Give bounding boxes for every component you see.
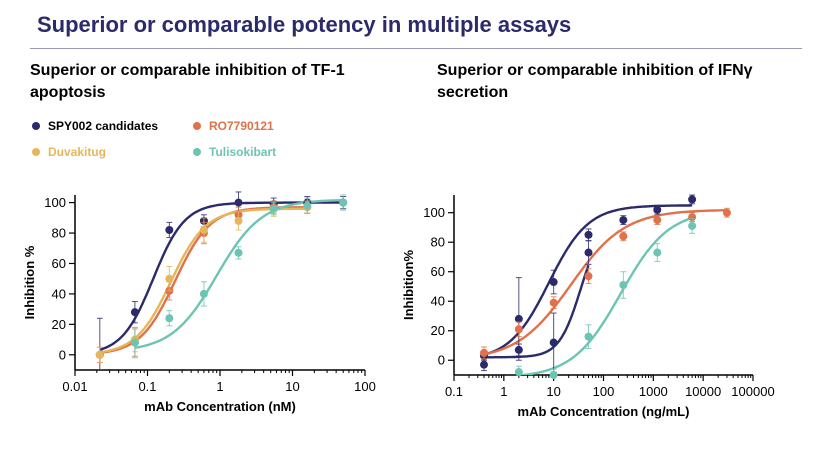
ifng-point-tulisokibart	[514, 368, 523, 377]
ifng-point-ro7790121	[619, 232, 628, 241]
ifng-point-tulisokibart	[584, 332, 593, 341]
tf1-y-tick-label: 40	[52, 286, 66, 301]
tf1-point-tulisokibart	[339, 198, 348, 207]
legend-marker-tulisokibart	[193, 148, 201, 156]
ifng-point-tulisokibart	[619, 281, 628, 289]
legend-label-duvakitug: Duvakitug	[48, 145, 107, 159]
ifng-point-ro7790121	[584, 272, 593, 281]
ifng-x-tick-label: 10000	[685, 384, 721, 399]
ifng-y-tick-label: 40	[431, 294, 445, 309]
tf1-point-tulisokibart	[165, 314, 174, 323]
tf1-x-tick-label: 0.1	[138, 379, 156, 394]
tf1-point-tulisokibart	[234, 248, 243, 257]
tf1-y-axis-label: Inhibition %	[22, 245, 37, 319]
ifng-y-tick-label: 60	[431, 264, 445, 279]
ifng-x-tick-label: 100000	[731, 384, 774, 399]
legend-marker-ro7790121	[193, 122, 201, 130]
tf1-y-tick-label: 20	[52, 317, 66, 332]
ifng-point-tulisokibart	[688, 221, 697, 230]
tf1-point-duvakitug	[199, 226, 208, 234]
ifng-fit-curve-spy002-candidates-b	[484, 264, 590, 359]
tf1-x-tick-label: 1	[216, 379, 223, 394]
tf1-point-spy002-candidates	[130, 308, 139, 317]
ifng-point-ro7790121	[722, 208, 731, 217]
legend-item-spy002: SPY002 candidates	[32, 119, 158, 133]
tf1-point-tulisokibart	[199, 289, 208, 298]
legend-marker-duvakitug	[32, 148, 40, 156]
tf1-point-tulisokibart	[303, 201, 312, 210]
ifng-x-tick-label: 10	[546, 384, 560, 399]
ifng-fit-curve-tulisokibart	[518, 216, 693, 375]
ifng-y-tick-label: 0	[438, 353, 445, 368]
tf1-y-tick-label: 0	[59, 347, 66, 362]
ifng-point-spy002-candidates-a	[584, 230, 593, 239]
ifng-point-spy002-candidates-a	[514, 314, 523, 323]
legend-marker-spy002	[32, 122, 40, 130]
legend-item-ro7790121: RO7790121	[193, 119, 274, 133]
ifng-point-spy002-candidates-a	[653, 205, 662, 214]
ifng-point-spy002-candidates-b	[514, 345, 523, 354]
ifng-x-tick-label: 0.1	[445, 384, 463, 399]
page-title: Superior or comparable potency in multip…	[37, 12, 572, 37]
chart-title-ifng: Superior or comparable inhibition of IFN…	[437, 62, 753, 101]
chart-title-tf1: Superior or comparable inhibition of TF-…	[30, 62, 345, 101]
tf1-x-axis-label: mAb Concentration (nM)	[144, 399, 296, 414]
tf1-y-tick-label: 80	[52, 226, 66, 241]
tf1-point-spy002-candidates	[165, 226, 174, 234]
ifng-y-tick-label: 80	[431, 235, 445, 250]
ifng-point-ro7790121	[549, 298, 558, 307]
ifng-x-tick-label: 100	[593, 384, 615, 399]
tf1-y-tick-label: 100	[44, 195, 66, 210]
legend-item-tulisokibart: Tulisokibart	[193, 145, 276, 159]
ifng-x-tick-label: 1000	[639, 384, 668, 399]
tf1-point-tulisokibart	[130, 338, 139, 347]
ifng-fit-curve-ro7790121	[483, 209, 727, 356]
legend-label-spy002: SPY002 candidates	[48, 119, 159, 133]
ifng-y-axis-label: Inhibition%	[401, 250, 416, 320]
tf1-x-tick-label: 10	[285, 379, 299, 394]
ifng-point-ro7790121	[653, 216, 662, 225]
ifng-point-tulisokibart	[653, 248, 662, 257]
tf1-point-duvakitug	[95, 350, 104, 359]
tf1-point-spy002-candidates	[234, 198, 243, 207]
tf1-point-tulisokibart	[269, 204, 278, 213]
ifng-point-ro7790121	[688, 213, 697, 222]
ifng-point-spy002-candidates-a	[688, 195, 697, 204]
ifng-point-ro7790121	[480, 348, 489, 357]
tf1-apoptosis-chart: 0 20 40 60 80 100 0.01 0.1 1 10 100 mAb Concentrati…	[22, 191, 376, 414]
ifng-point-spy002-candidates-a	[619, 216, 628, 225]
tf1-y-tick-label: 60	[52, 256, 66, 271]
ifng-point-spy002-candidates-b	[584, 248, 593, 257]
ifng-y-tick-label: 100	[423, 205, 445, 220]
tf1-x-tick-label: 0.01	[62, 379, 87, 394]
ifng-x-axis-label: mAb Concentration (ng/mL)	[518, 404, 690, 419]
ifng-point-ro7790121	[514, 325, 523, 334]
ifng-y-tick-label: 20	[431, 323, 445, 338]
ifng-point-spy002-candidates-b	[549, 338, 558, 347]
ifng-x-tick-label: 1	[500, 384, 507, 399]
title-divider	[30, 48, 802, 49]
legend-label-tulisokibart: Tulisokibart	[209, 145, 277, 159]
tf1-x-tick-label: 100	[354, 379, 376, 394]
ifng-point-spy002-candidates-a	[549, 278, 558, 287]
legend-item-duvakitug: Duvakitug	[32, 145, 106, 159]
ifng-secretion-chart: 0 20 40 60 80 100 0.1 1 10 100 1000 10000 100000 mAb …	[401, 194, 775, 419]
legend-label-ro7790121: RO7790121	[209, 119, 274, 133]
ifng-point-tulisokibart	[549, 371, 558, 379]
ifng-point-spy002-candidates-a	[480, 360, 489, 369]
tf1-point-duvakitug	[165, 274, 174, 283]
tf1-point-duvakitug	[234, 216, 243, 225]
